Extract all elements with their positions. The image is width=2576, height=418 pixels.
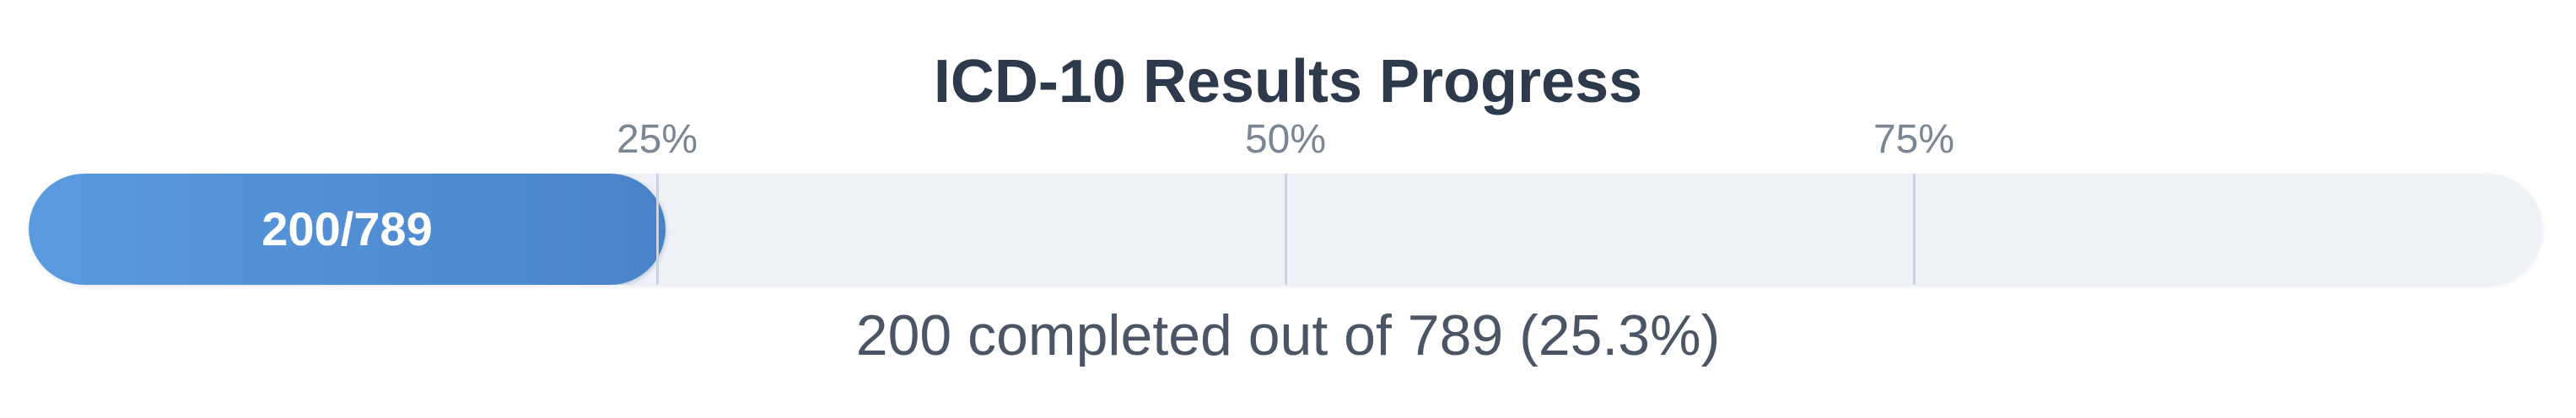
- progress-track: 200/789: [29, 174, 2542, 285]
- milestone-label-50: 50%: [1244, 117, 1327, 162]
- milestone-label-25: 25%: [616, 117, 698, 162]
- progress-fill: [29, 174, 666, 285]
- milestone-label-75: 75%: [1873, 117, 1955, 162]
- milestone-marker-25: [655, 174, 659, 285]
- progress-summary: 200 completed out of 789 (25.3%): [855, 303, 1721, 367]
- milestone-marker-50: [1284, 174, 1287, 285]
- milestone-marker-75: [1912, 174, 1916, 285]
- progress-fill-label: 200/789: [261, 202, 433, 255]
- page-title: ICD-10 Results Progress: [933, 48, 1643, 115]
